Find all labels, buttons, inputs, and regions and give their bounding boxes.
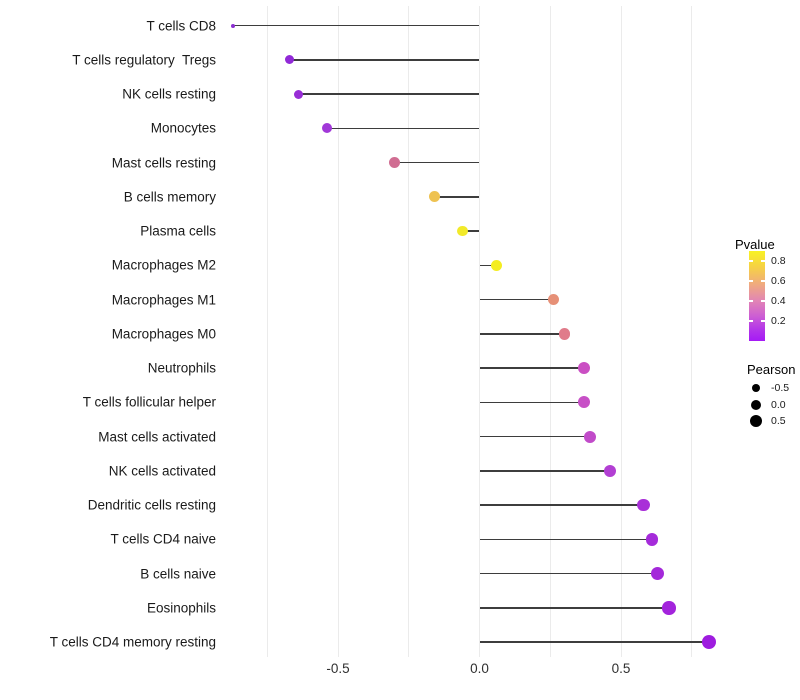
- y-axis-label: Mast cells activated: [98, 429, 216, 445]
- size-legend-label: 0.5: [771, 415, 786, 427]
- lollipop-segment: [479, 538, 653, 541]
- pearson-legend-title: Pearson: [747, 362, 796, 377]
- size-legend-dot: [749, 414, 763, 428]
- lollipop-segment: [462, 230, 480, 232]
- lollipop-segment: [434, 196, 480, 198]
- x-tick-label: -0.5: [326, 661, 350, 676]
- y-axis-label: T cells CD8: [146, 18, 216, 34]
- lollipop-segment: [326, 127, 480, 130]
- lollipop-segment: [479, 572, 658, 575]
- gridline: [479, 6, 480, 657]
- gridline: [549, 6, 551, 657]
- lollipop-segment: [479, 367, 585, 369]
- colorbar-tick-label: 0.8: [771, 255, 786, 267]
- colorbar-tick: [761, 300, 765, 302]
- lollipop-segment: [479, 641, 709, 643]
- colorbar-tick: [749, 320, 753, 322]
- colorbar-tick: [761, 260, 765, 262]
- y-axis-label: Macrophages M2: [111, 257, 216, 273]
- data-point: [583, 430, 596, 443]
- lollipop-segment: [479, 401, 585, 404]
- y-axis-label: T cells CD4 memory resting: [49, 634, 216, 650]
- pvalue-legend-title: Pvalue: [735, 237, 775, 252]
- gridline: [620, 6, 622, 657]
- size-legend-label: -0.5: [771, 382, 790, 394]
- lollipop-segment: [298, 93, 480, 95]
- y-axis-label: Macrophages M1: [111, 292, 216, 308]
- lollipop-segment: [479, 607, 670, 609]
- data-point: [457, 225, 468, 237]
- data-point: [490, 259, 502, 271]
- gridline: [337, 6, 339, 657]
- y-axis-label: B cells naive: [140, 566, 216, 582]
- y-axis-label: Dendritic cells resting: [87, 497, 216, 513]
- pvalue-colorbar: [749, 251, 765, 341]
- data-point: [578, 396, 591, 409]
- y-axis-label: Neutrophils: [147, 360, 216, 376]
- colorbar-tick: [749, 300, 753, 302]
- y-axis-label: NK cells resting: [122, 86, 216, 102]
- colorbar-tick-label: 0.2: [771, 315, 786, 327]
- data-point: [603, 464, 616, 478]
- lollipop-segment: [479, 264, 497, 267]
- data-point: [285, 55, 295, 65]
- colorbar-tick: [749, 260, 753, 262]
- y-axis-label: Monocytes: [150, 120, 216, 136]
- data-point: [701, 635, 716, 650]
- lollipop-segment: [394, 161, 480, 164]
- y-axis-label: Macrophages M0: [111, 326, 216, 342]
- x-tick-label: 0.0: [470, 661, 489, 676]
- data-point: [637, 498, 650, 512]
- lollipop-segment: [479, 504, 644, 506]
- y-axis-label: Eosinophils: [146, 600, 216, 616]
- data-point: [578, 362, 591, 375]
- y-axis-label: Mast cells resting: [111, 155, 216, 171]
- data-point: [389, 157, 401, 169]
- colorbar-tick-label: 0.4: [771, 295, 786, 307]
- lollipop-segment: [233, 24, 480, 27]
- size-legend-dot: [751, 399, 761, 410]
- colorbar-tick-label: 0.6: [771, 275, 786, 287]
- data-point: [662, 601, 676, 615]
- lollipop-segment: [479, 333, 565, 335]
- data-point: [645, 533, 659, 546]
- y-axis-label: NK cells activated: [108, 463, 216, 479]
- gridline: [691, 6, 693, 657]
- data-point: [321, 123, 332, 134]
- colorbar-tick: [749, 280, 753, 282]
- data-point: [547, 294, 559, 306]
- data-point: [293, 89, 303, 99]
- y-axis-label: B cells memory: [123, 189, 216, 205]
- y-axis-label: T cells follicular helper: [82, 394, 216, 410]
- data-point: [428, 191, 440, 203]
- lollipop-segment: [289, 59, 480, 61]
- size-legend-dot: [752, 384, 760, 392]
- gridline: [408, 6, 410, 657]
- data-point: [231, 23, 236, 28]
- y-axis-label: T cells regulatory Tregs: [72, 52, 216, 68]
- lollipop-segment: [479, 298, 554, 301]
- gridline: [266, 6, 268, 657]
- x-tick-label: 0.5: [611, 661, 631, 676]
- lollipop-segment: [479, 470, 610, 472]
- size-legend-label: 0.0: [771, 398, 786, 411]
- y-axis-label: T cells CD4 naive: [110, 531, 216, 547]
- data-point: [558, 328, 571, 340]
- data-point: [651, 567, 665, 581]
- y-axis-label: Plasma cells: [140, 223, 216, 239]
- colorbar-tick: [761, 320, 765, 322]
- lollipop-segment: [479, 435, 590, 438]
- colorbar-tick: [761, 280, 765, 282]
